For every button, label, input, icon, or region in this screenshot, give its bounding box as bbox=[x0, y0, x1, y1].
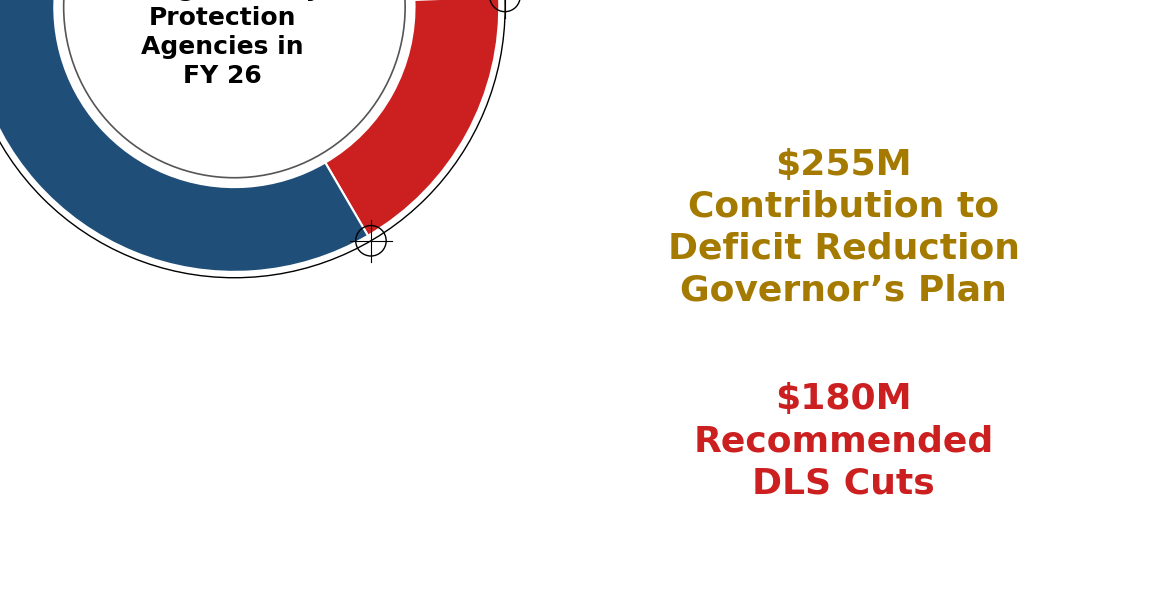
Wedge shape bbox=[0, 0, 368, 272]
Circle shape bbox=[63, 0, 406, 178]
Wedge shape bbox=[326, 0, 499, 236]
Text: $1.046B –
Combined
Proposed
Budget of Bay
Protection
Agencies in
FY 26: $1.046B – Combined Proposed Budget of Ba… bbox=[123, 0, 322, 88]
Text: $180M
Recommended
DLS Cuts: $180M Recommended DLS Cuts bbox=[694, 382, 994, 500]
Text: $255M
Contribution to
Deficit Reduction
Governor’s Plan: $255M Contribution to Deficit Reduction … bbox=[668, 148, 1020, 308]
